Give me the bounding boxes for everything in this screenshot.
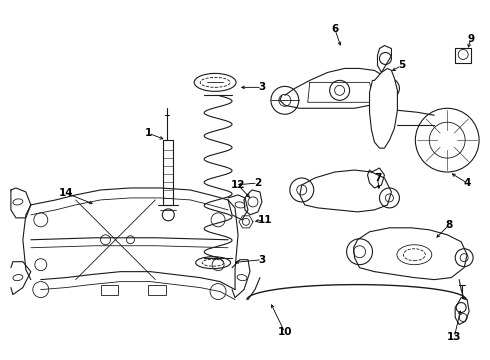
Text: 11: 11 — [258, 215, 272, 225]
Text: 5: 5 — [398, 60, 405, 71]
Text: 1: 1 — [145, 128, 152, 138]
Text: 2: 2 — [254, 178, 262, 188]
Text: 7: 7 — [374, 173, 381, 183]
FancyBboxPatch shape — [455, 48, 471, 63]
Text: 10: 10 — [278, 327, 292, 337]
FancyBboxPatch shape — [148, 285, 166, 294]
Text: 4: 4 — [464, 178, 471, 188]
Text: 14: 14 — [58, 188, 73, 198]
Text: 13: 13 — [447, 332, 462, 342]
Text: 9: 9 — [467, 33, 475, 44]
Text: 12: 12 — [231, 180, 245, 190]
FancyBboxPatch shape — [100, 285, 119, 294]
Text: 8: 8 — [445, 220, 453, 230]
Text: 3: 3 — [258, 255, 266, 265]
Polygon shape — [300, 170, 392, 212]
Polygon shape — [354, 228, 467, 280]
Text: 3: 3 — [258, 82, 266, 93]
Text: 6: 6 — [331, 24, 338, 33]
Polygon shape — [369, 68, 397, 148]
